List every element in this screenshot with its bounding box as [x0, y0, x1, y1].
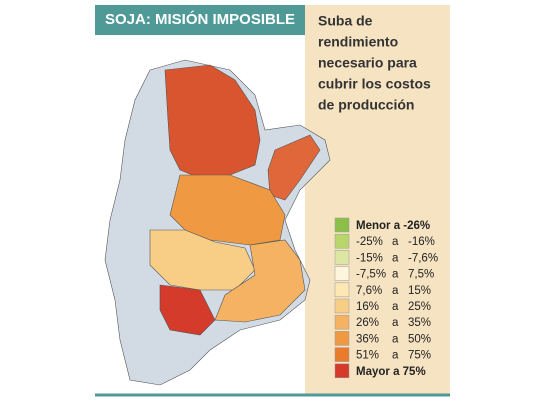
legend-swatch	[334, 250, 350, 265]
legend-label: 50%	[408, 333, 431, 345]
title: SOJA: MISIÓN IMPOSIBLE	[105, 10, 295, 28]
map	[104, 59, 331, 386]
region-pampa	[214, 239, 306, 323]
legend-label: 36%	[356, 333, 379, 345]
legend-label: -7,6%	[408, 252, 438, 264]
legend: Menor a -26% -25% a -16% -15% a -7,6% -7,5% a 7,5…	[334, 217, 438, 379]
legend-label: 51%	[356, 350, 379, 362]
legend-label: Mayor a 75%	[356, 366, 426, 378]
subtitle: Suba de rendimiento necesario para cubrir l…	[318, 13, 431, 113]
legend-label: -15%	[356, 252, 383, 264]
legend-swatch	[334, 347, 350, 362]
legend-label: 16%	[356, 301, 379, 313]
legend-swatch	[334, 298, 350, 314]
legend-label: 15%	[408, 285, 431, 297]
legend-swatch	[334, 363, 350, 379]
legend-swatch	[334, 266, 350, 281]
legend-label: -7,5%	[356, 269, 386, 281]
legend-label: a	[392, 236, 399, 248]
side-panel	[305, 5, 450, 394]
legend-label: 7,6%	[356, 285, 382, 297]
legend-swatch	[334, 233, 350, 249]
legend-swatch	[334, 331, 350, 346]
legend-label: a	[392, 252, 399, 264]
legend-swatch	[334, 217, 350, 233]
title-banner	[95, 5, 305, 35]
legend-label: 7,5%	[408, 269, 434, 281]
legend-label: 26%	[356, 317, 379, 329]
legend-label: -25%	[356, 236, 383, 248]
subtitle-line: necesario para	[318, 55, 417, 71]
subtitle-line: Suba de	[318, 13, 373, 29]
legend-label: a	[392, 285, 399, 297]
subtitle-line: rendimiento	[318, 34, 398, 50]
region-center-west	[149, 229, 256, 291]
legend-label: 75%	[408, 350, 431, 362]
region-north	[164, 64, 261, 179]
subtitle-line: cubrir los costos	[318, 76, 431, 92]
legend-label: Menor a -26%	[356, 220, 430, 232]
legend-label: 25%	[408, 301, 431, 313]
legend-label: -16%	[408, 236, 435, 248]
region-south	[159, 284, 216, 336]
legend-label: a	[392, 333, 399, 345]
legend-swatch	[334, 282, 350, 298]
legend-label: a	[392, 301, 399, 313]
legend-label: a	[392, 350, 399, 362]
region-northeast	[267, 134, 321, 201]
subtitle-line: de producción	[318, 97, 414, 113]
legend-label: a	[392, 317, 399, 329]
region-center	[169, 174, 286, 246]
legend-label: 35%	[408, 317, 431, 329]
legend-label: a	[392, 269, 399, 281]
legend-swatch	[334, 314, 350, 330]
